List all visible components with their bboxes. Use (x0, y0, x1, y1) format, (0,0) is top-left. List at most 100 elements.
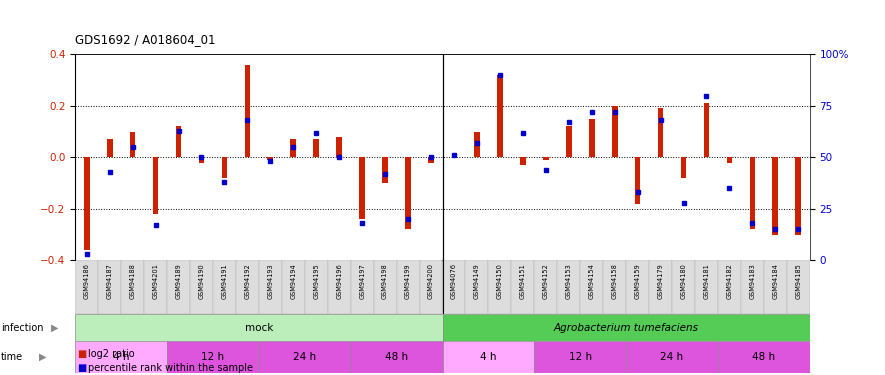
Text: 24 h: 24 h (293, 352, 316, 362)
Text: 4 h: 4 h (113, 352, 129, 362)
Bar (236, 260, 259, 314)
Bar (167, 260, 190, 314)
Text: GSM94153: GSM94153 (566, 263, 572, 299)
Text: GSM94188: GSM94188 (129, 263, 135, 299)
Text: GSM94181: GSM94181 (704, 263, 710, 299)
Bar (442, 314, 810, 341)
Bar (281, 260, 304, 314)
Bar (796, 158, 801, 235)
Text: GSM94186: GSM94186 (84, 263, 89, 299)
Bar (581, 260, 604, 314)
Text: 48 h: 48 h (385, 352, 408, 362)
Bar (604, 260, 626, 314)
Text: GSM94183: GSM94183 (750, 263, 756, 299)
Bar (497, 75, 503, 158)
Bar (520, 158, 526, 165)
Bar (382, 158, 388, 183)
Bar (130, 132, 135, 158)
Text: 4 h: 4 h (481, 352, 496, 362)
Bar (350, 260, 373, 314)
Bar (764, 260, 787, 314)
Bar (543, 158, 549, 160)
Bar (566, 126, 572, 158)
Bar (121, 260, 144, 314)
Bar (787, 260, 810, 314)
Bar (681, 158, 687, 178)
Text: GSM94189: GSM94189 (175, 263, 181, 299)
Text: GSM94201: GSM94201 (152, 263, 158, 299)
Bar (649, 260, 672, 314)
Bar (558, 260, 581, 314)
Text: infection: infection (1, 323, 43, 333)
Bar (153, 158, 158, 214)
Bar (350, 341, 442, 373)
Text: ▶: ▶ (51, 323, 58, 333)
Bar (704, 103, 710, 158)
Text: Agrobacterium tumefaciens: Agrobacterium tumefaciens (554, 323, 698, 333)
Text: GSM94152: GSM94152 (543, 263, 549, 299)
Bar (313, 140, 319, 158)
Bar (512, 260, 535, 314)
Text: GSM94195: GSM94195 (313, 263, 319, 299)
Bar (589, 119, 595, 158)
Text: percentile rank within the sample: percentile rank within the sample (88, 363, 253, 373)
Text: GSM94179: GSM94179 (658, 263, 664, 299)
Text: GSM94150: GSM94150 (496, 263, 503, 299)
Bar (267, 158, 273, 160)
Text: GSM94191: GSM94191 (221, 263, 227, 298)
Bar (359, 158, 365, 219)
Bar (175, 126, 181, 158)
Bar (419, 260, 442, 314)
Bar (259, 260, 281, 314)
Text: GSM94198: GSM94198 (382, 263, 389, 299)
Bar (750, 158, 755, 230)
Text: 12 h: 12 h (569, 352, 592, 362)
Bar (466, 260, 489, 314)
Text: GSM94184: GSM94184 (773, 263, 778, 299)
Bar (727, 158, 732, 162)
Text: GSM94192: GSM94192 (244, 263, 250, 299)
Bar (718, 260, 741, 314)
Text: GSM94154: GSM94154 (589, 263, 595, 299)
Text: GSM94190: GSM94190 (198, 263, 204, 299)
Text: 24 h: 24 h (660, 352, 683, 362)
Text: GSM94180: GSM94180 (681, 263, 687, 299)
Text: mock: mock (244, 323, 273, 333)
Text: GSM94196: GSM94196 (336, 263, 342, 299)
Text: GSM94199: GSM94199 (405, 263, 411, 298)
Bar (144, 260, 167, 314)
Bar (396, 260, 419, 314)
Bar (84, 158, 89, 250)
Bar (442, 260, 466, 314)
Bar (658, 108, 664, 158)
Text: 12 h: 12 h (202, 352, 225, 362)
Text: log2 ratio: log2 ratio (88, 350, 135, 359)
Text: time: time (1, 352, 23, 362)
Bar (75, 314, 442, 341)
Text: ■: ■ (77, 350, 86, 359)
Text: GSM94194: GSM94194 (290, 263, 296, 299)
Bar (489, 260, 512, 314)
Text: GSM94193: GSM94193 (267, 263, 273, 298)
Bar (75, 341, 167, 373)
Bar (75, 260, 98, 314)
Bar (336, 137, 342, 158)
Bar (428, 158, 434, 162)
Bar (612, 106, 618, 158)
Text: GSM94076: GSM94076 (451, 263, 457, 299)
Text: ▶: ▶ (39, 352, 46, 362)
Text: ■: ■ (77, 363, 86, 373)
Bar (221, 158, 227, 178)
Bar (290, 140, 296, 158)
Text: GSM94187: GSM94187 (107, 263, 112, 299)
Text: GSM94149: GSM94149 (474, 263, 480, 299)
Bar (535, 341, 626, 373)
Bar (98, 260, 121, 314)
Text: GSM94151: GSM94151 (519, 263, 526, 299)
Text: GSM94158: GSM94158 (612, 263, 618, 299)
Text: GDS1692 / A018604_01: GDS1692 / A018604_01 (75, 33, 216, 46)
Bar (773, 158, 778, 235)
Text: GSM94200: GSM94200 (428, 263, 434, 299)
Bar (442, 341, 535, 373)
Text: GSM94185: GSM94185 (796, 263, 801, 299)
